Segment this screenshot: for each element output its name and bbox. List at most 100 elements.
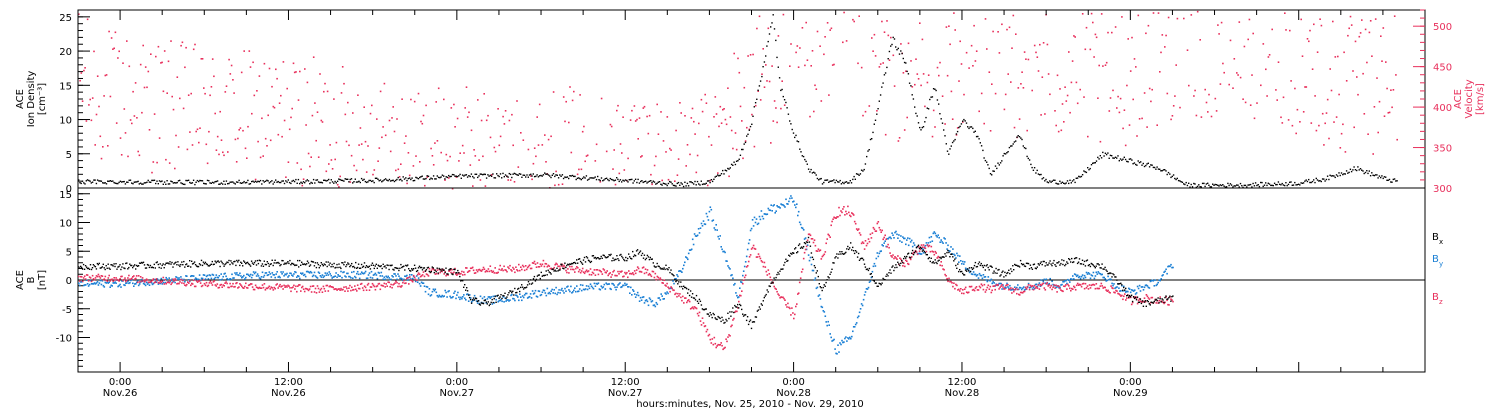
data-point-bz <box>609 272 611 274</box>
data-point-density <box>818 179 819 180</box>
data-point-bx <box>412 269 413 270</box>
data-point-bx <box>564 263 565 264</box>
data-point-bz <box>1033 289 1035 291</box>
data-point-bx <box>332 266 333 267</box>
data-point-velocity <box>1054 110 1056 112</box>
data-point-velocity <box>250 66 252 68</box>
data-point-velocity <box>1158 12 1160 14</box>
data-point-by <box>560 289 562 291</box>
velocity-tick-label: 300 <box>1433 184 1452 195</box>
data-point-bx <box>329 263 330 264</box>
data-point-density <box>900 50 901 51</box>
data-point-velocity <box>1011 47 1013 49</box>
data-point-by <box>213 274 215 276</box>
data-point-density <box>1139 162 1140 163</box>
data-point-bx <box>764 297 765 298</box>
data-point-density <box>670 182 671 183</box>
data-point-bz <box>388 282 390 284</box>
data-point-velocity <box>1170 119 1172 121</box>
data-point-bx <box>611 260 612 261</box>
data-point-velocity <box>1019 118 1021 120</box>
data-point-density <box>514 173 515 174</box>
data-point-by <box>796 203 798 205</box>
data-point-by <box>351 272 353 274</box>
data-point-bx <box>388 269 389 270</box>
data-point-by <box>841 340 843 342</box>
data-point-bz <box>533 262 535 264</box>
data-point-density <box>164 181 165 182</box>
data-point-density <box>536 174 537 175</box>
data-point-bz <box>1101 285 1103 287</box>
data-point-bx <box>322 264 323 265</box>
data-point-velocity <box>981 93 983 95</box>
data-point-by <box>257 273 259 275</box>
data-point-bz <box>577 267 579 269</box>
data-point-density <box>264 181 265 182</box>
data-point-bz <box>499 265 501 267</box>
data-point-velocity <box>1010 81 1012 83</box>
data-point-bx <box>727 313 728 314</box>
data-point-density <box>1371 172 1372 173</box>
data-point-density <box>420 176 421 177</box>
data-point-bx <box>183 261 184 262</box>
data-point-by <box>304 274 306 276</box>
data-point-bz <box>477 271 479 273</box>
data-point-velocity <box>708 136 710 138</box>
data-point-density <box>997 163 998 164</box>
data-point-by <box>1107 276 1109 278</box>
data-point-by <box>239 273 241 275</box>
data-point-by <box>771 210 773 212</box>
data-point-density <box>677 183 678 184</box>
data-point-by <box>811 264 813 266</box>
data-point-velocity <box>169 162 171 164</box>
data-point-bz <box>921 244 923 246</box>
data-point-bz <box>786 306 788 308</box>
data-point-bx <box>625 257 626 258</box>
data-point-velocity <box>949 44 951 46</box>
data-point-by <box>423 282 425 284</box>
data-point-bx <box>456 272 457 273</box>
data-point-density <box>1078 176 1079 177</box>
data-point-by <box>986 279 988 281</box>
data-point-bz <box>991 292 993 294</box>
data-point-velocity <box>1240 77 1242 79</box>
data-point-density <box>512 174 513 175</box>
data-point-density <box>982 150 983 151</box>
data-point-bx <box>105 269 106 270</box>
data-point-by <box>793 201 795 203</box>
data-point-bz <box>181 282 183 284</box>
data-point-density <box>458 175 459 176</box>
data-point-by <box>1001 288 1003 290</box>
data-point-by <box>1162 274 1164 276</box>
data-point-bz <box>791 307 793 309</box>
data-point-bx <box>778 273 779 274</box>
data-point-density <box>93 179 94 180</box>
data-point-density <box>409 177 410 178</box>
data-point-bz <box>503 266 505 268</box>
data-point-bz <box>168 282 170 284</box>
data-point-density <box>1069 180 1070 181</box>
data-point-velocity <box>362 159 364 161</box>
data-point-by <box>656 302 658 304</box>
data-point-bz <box>276 283 278 285</box>
data-point-density <box>1263 186 1264 187</box>
data-point-density <box>127 182 128 183</box>
data-point-by <box>846 340 848 342</box>
data-point-density <box>1042 178 1043 179</box>
data-point-by <box>629 292 631 294</box>
data-point-velocity <box>833 64 835 66</box>
data-point-density <box>613 180 614 181</box>
data-point-bx <box>500 294 501 295</box>
data-point-density <box>321 182 322 183</box>
data-point-bz <box>493 271 495 273</box>
data-point-density <box>195 182 196 183</box>
data-point-velocity <box>1120 98 1122 100</box>
data-point-by <box>524 294 526 296</box>
data-point-density <box>808 169 809 170</box>
data-point-bz <box>964 288 966 290</box>
data-point-bz <box>85 278 87 280</box>
data-point-density <box>740 155 741 156</box>
data-point-density <box>314 182 315 183</box>
data-point-by <box>126 282 128 284</box>
data-point-velocity <box>116 122 118 124</box>
